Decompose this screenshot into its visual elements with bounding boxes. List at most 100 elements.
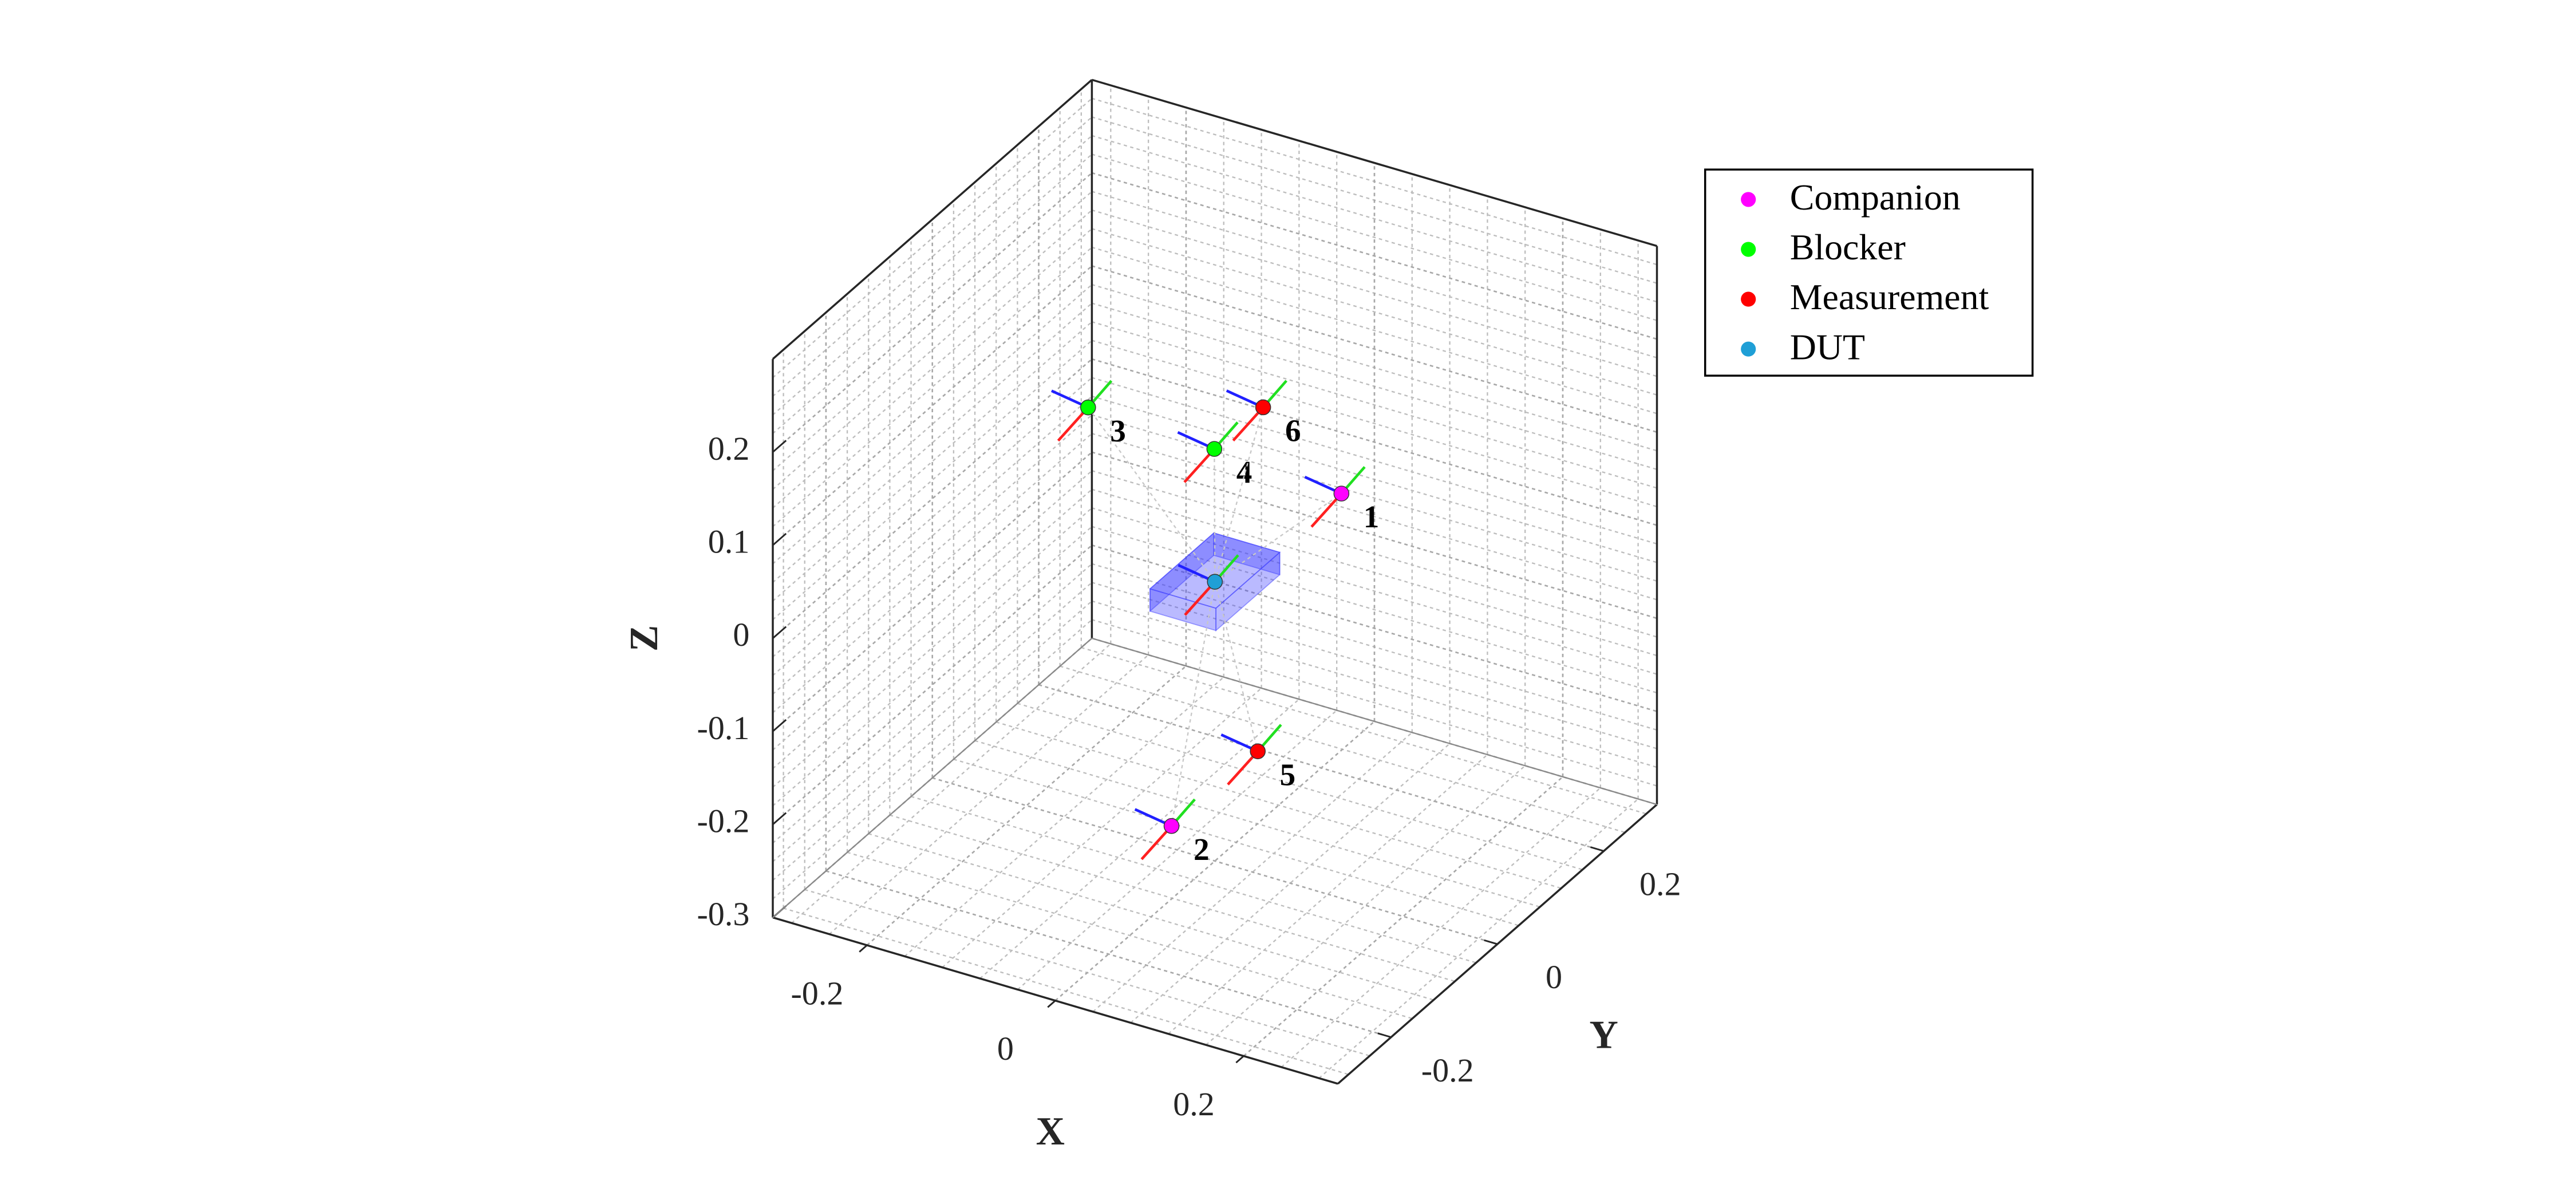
z-tick-label: -0.1	[697, 709, 749, 747]
axis-edge	[1092, 637, 1657, 806]
dut-body	[1149, 532, 1215, 613]
axis-edge	[772, 79, 1093, 360]
grid-line	[1092, 172, 1657, 340]
dut-body	[1149, 588, 1216, 631]
link-line	[1171, 581, 1216, 826]
minor-grid-line	[772, 153, 1093, 435]
legend-label: Companion	[1790, 177, 1961, 218]
marks: 1 2 3 4 5 6	[1050, 380, 1380, 867]
z-tick-label: 0.2	[708, 430, 750, 467]
legend-marker	[1741, 192, 1756, 207]
grid-line	[1092, 544, 1657, 712]
legend: Companion Blocker Measurement DUT	[1704, 168, 2034, 377]
y-tick-mark	[1590, 846, 1605, 852]
x-tick-mark	[859, 944, 868, 953]
y-tick-label: 0.2	[1639, 866, 1681, 903]
x-tick-mark	[1235, 1055, 1244, 1064]
minor-grid-line	[772, 526, 1093, 807]
grid-line	[1243, 776, 1563, 1057]
minor-grid-line	[1281, 787, 1601, 1068]
point-label: 3	[1110, 413, 1126, 448]
link-line	[1087, 406, 1216, 582]
minor-grid-line	[1092, 507, 1657, 675]
x-tick-label: 0.2	[1173, 1085, 1215, 1123]
minor-grid-line	[1092, 321, 1657, 489]
z-tick-label: -0.2	[697, 802, 749, 839]
axis-edge	[1337, 803, 1658, 1085]
point	[1207, 574, 1223, 590]
z-tick-label: 0.1	[708, 523, 750, 560]
link-line	[1214, 581, 1259, 752]
axis-edge	[1091, 78, 1658, 247]
dut-body	[1215, 551, 1281, 632]
z-tick-mark	[772, 532, 787, 546]
grid-line	[1092, 265, 1657, 433]
y-tick-mark	[1484, 939, 1498, 945]
minor-grid-line	[847, 851, 1413, 1020]
minor-grid-line	[1092, 340, 1657, 508]
legend-label: DUT	[1790, 326, 1865, 367]
minor-grid-line	[772, 340, 1093, 621]
minor-grid-line	[1092, 228, 1657, 396]
minor-grid-line	[772, 414, 1093, 695]
z-tick-mark	[772, 812, 787, 826]
x-tick-label: -0.2	[791, 974, 843, 1012]
axis-edge	[772, 916, 1338, 1085]
minor-grid-line	[942, 688, 1262, 968]
grid-line	[772, 172, 1093, 453]
point	[1080, 399, 1096, 416]
grid-line	[932, 777, 1498, 945]
minor-grid-line	[911, 796, 1476, 964]
minor-grid-line	[1092, 246, 1657, 415]
z-tick-mark	[772, 440, 787, 453]
grid-line	[1092, 451, 1657, 619]
z-tick-label: -0.3	[697, 895, 749, 933]
minor-grid-line	[772, 135, 1093, 416]
minor-grid-line	[995, 721, 1562, 889]
minor-grid-line	[1092, 153, 1657, 321]
grid-line	[772, 451, 1093, 732]
grid-line	[866, 665, 1187, 946]
grid-line	[772, 544, 1093, 826]
z-tick-mark	[772, 626, 787, 639]
grid-line	[1092, 358, 1657, 526]
axes-box: -0.2 0 0.2 -0.2 0 0.2 -0.3 -0.2 -0.1 0 0.1 0.2 X Y	[697, 78, 1681, 1154]
x-tick-label: 0	[997, 1030, 1014, 1067]
minor-grid-line	[904, 676, 1224, 957]
x-tick-mark	[1047, 1000, 1056, 1008]
minor-grid-line	[1092, 433, 1657, 601]
x-axis-label: X	[1036, 1110, 1065, 1154]
grid-line	[772, 265, 1093, 546]
minor-grid-line	[772, 507, 1093, 788]
grid-line	[772, 358, 1093, 639]
minor-grid-line	[772, 619, 1093, 899]
minor-grid-line	[1206, 765, 1526, 1046]
grid-line	[825, 870, 1392, 1038]
y-axis-label: Y	[1589, 1013, 1618, 1057]
minor-grid-line	[1092, 135, 1657, 303]
point-label: 5	[1280, 757, 1296, 792]
point-label: 4	[1236, 455, 1253, 490]
legend-box	[1704, 168, 2034, 377]
link-line	[1214, 493, 1342, 583]
legend-marker	[1741, 341, 1756, 357]
minor-grid-line	[1017, 702, 1583, 871]
link-line	[1214, 449, 1216, 582]
z-tick-mark	[772, 719, 787, 732]
minor-grid-line	[772, 228, 1093, 509]
minor-grid-line	[828, 654, 1149, 935]
point	[1250, 743, 1266, 760]
point-label: 2	[1194, 832, 1210, 867]
y-tick-label: 0	[1546, 958, 1562, 996]
minor-grid-line	[1081, 647, 1647, 815]
z-tick-label: 0	[733, 616, 749, 653]
minor-grid-line	[1092, 600, 1657, 768]
legend-label: Blocker	[1790, 227, 1906, 267]
minor-grid-line	[791, 643, 1112, 924]
minor-grid-line	[772, 600, 1093, 881]
y-tick-label: -0.2	[1421, 1052, 1474, 1089]
grid-line	[1038, 684, 1604, 852]
point	[1163, 818, 1180, 834]
point-label: 1	[1364, 499, 1380, 534]
